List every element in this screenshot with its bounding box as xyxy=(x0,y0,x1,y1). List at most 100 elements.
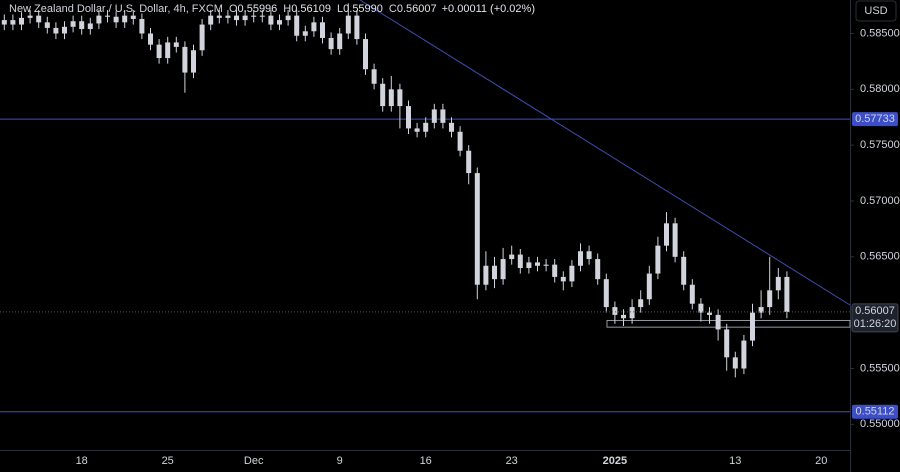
candle-body xyxy=(681,256,687,285)
candle-body xyxy=(603,279,609,308)
ohlc-value: 0.55996 xyxy=(238,3,278,15)
candle-body xyxy=(767,290,773,308)
candle-body xyxy=(449,122,454,132)
y-tick-label: 0.58500 xyxy=(860,27,900,39)
candle-body xyxy=(259,15,265,17)
candle-body xyxy=(70,21,76,27)
price-label: 0.55112 xyxy=(856,406,895,418)
candle-body xyxy=(27,15,33,18)
candle-body xyxy=(79,21,85,30)
candle-body xyxy=(431,109,437,123)
trendline xyxy=(359,0,851,306)
candle-body xyxy=(543,264,549,266)
candle-body xyxy=(234,15,239,21)
change: +0.00011 (+0.02%) xyxy=(442,3,535,15)
candle-body xyxy=(105,15,110,17)
header: New Zealand Dollar / U.S. Dollar, 4h, FX… xyxy=(9,3,535,15)
y-tick-label: 0.58000 xyxy=(860,83,900,95)
candle-body xyxy=(586,251,592,260)
currency[interactable]: USD xyxy=(864,5,887,17)
last-price-label: 0.56007 xyxy=(855,305,895,317)
price-label-box xyxy=(852,112,898,127)
candle-body xyxy=(53,27,59,34)
y-tick-label: 0.56500 xyxy=(860,251,900,263)
candle-body xyxy=(715,314,721,330)
countdown: 01:26:20 xyxy=(854,318,897,330)
x-tick-label: 2025 xyxy=(603,455,627,467)
candle-body xyxy=(466,150,472,174)
candle-body xyxy=(36,15,42,23)
candle-body xyxy=(664,223,669,246)
candle-body xyxy=(569,265,575,282)
candle-body xyxy=(732,357,738,369)
candle-body xyxy=(672,223,678,257)
candle-body xyxy=(156,44,162,59)
candle-body xyxy=(380,83,386,107)
candle-body xyxy=(758,307,764,313)
candle-body xyxy=(328,37,334,50)
candle-body xyxy=(354,15,360,40)
currency-button[interactable] xyxy=(855,0,897,22)
candle-body xyxy=(87,23,93,30)
ohlc-key: L xyxy=(337,3,343,15)
candle-body xyxy=(750,312,755,341)
candle-body xyxy=(629,307,635,319)
candle-body xyxy=(388,89,394,107)
candle-body xyxy=(191,50,196,73)
ohlc-key: C xyxy=(389,3,397,15)
y-tick-label: 0.57000 xyxy=(860,195,900,207)
candle-body xyxy=(621,314,626,319)
candle-body xyxy=(655,245,661,274)
candle-body xyxy=(535,262,540,266)
candle-body xyxy=(775,276,781,291)
candle-body xyxy=(646,273,652,300)
candle-body xyxy=(199,24,205,51)
candle-body xyxy=(492,265,497,280)
candle-body xyxy=(294,15,300,36)
candle-body xyxy=(1,20,7,25)
candle-body xyxy=(526,262,532,268)
ohlc-value: 0.55990 xyxy=(343,3,383,15)
candle-body xyxy=(457,131,463,151)
candle-body xyxy=(741,340,747,369)
candle-body xyxy=(44,22,50,28)
candle-body xyxy=(414,128,420,132)
candle-body xyxy=(638,299,644,308)
price-label-box xyxy=(852,404,898,419)
candle-body xyxy=(560,276,566,282)
candle-body xyxy=(208,15,214,25)
candle-body xyxy=(182,46,188,73)
candle-body xyxy=(552,264,558,277)
ohlc-key: H xyxy=(283,3,291,15)
candle-body xyxy=(595,259,601,280)
candle-body xyxy=(517,254,523,268)
y-tick-label: 0.57500 xyxy=(860,139,900,151)
candle-body xyxy=(483,265,489,285)
candle-body xyxy=(724,329,730,358)
candle-body xyxy=(509,254,515,260)
candle-body xyxy=(225,15,231,18)
candle-body xyxy=(165,42,171,59)
candle-body xyxy=(277,20,282,25)
x-tick-label: 25 xyxy=(162,455,174,467)
x-tick-label: 23 xyxy=(506,455,518,467)
candle-body xyxy=(345,15,351,34)
candle-body xyxy=(242,15,248,21)
candle-body xyxy=(139,18,145,34)
candle-body xyxy=(10,20,16,25)
candle-body xyxy=(578,251,583,266)
candle-body xyxy=(371,69,377,84)
candle-body xyxy=(113,16,119,23)
candle-body xyxy=(311,22,317,32)
candle-body xyxy=(500,259,506,280)
y-tick-label: 0.55500 xyxy=(860,362,900,374)
candle-body xyxy=(19,17,24,25)
ohlc-value: 0.56007 xyxy=(397,3,437,15)
candle-body xyxy=(689,284,695,304)
x-tick-label: 9 xyxy=(337,455,343,467)
candle-body xyxy=(251,15,257,17)
candle-body xyxy=(96,15,102,24)
support-zone xyxy=(606,319,851,328)
symbol: New Zealand Dollar / U.S. Dollar, 4h, FX… xyxy=(9,3,223,15)
